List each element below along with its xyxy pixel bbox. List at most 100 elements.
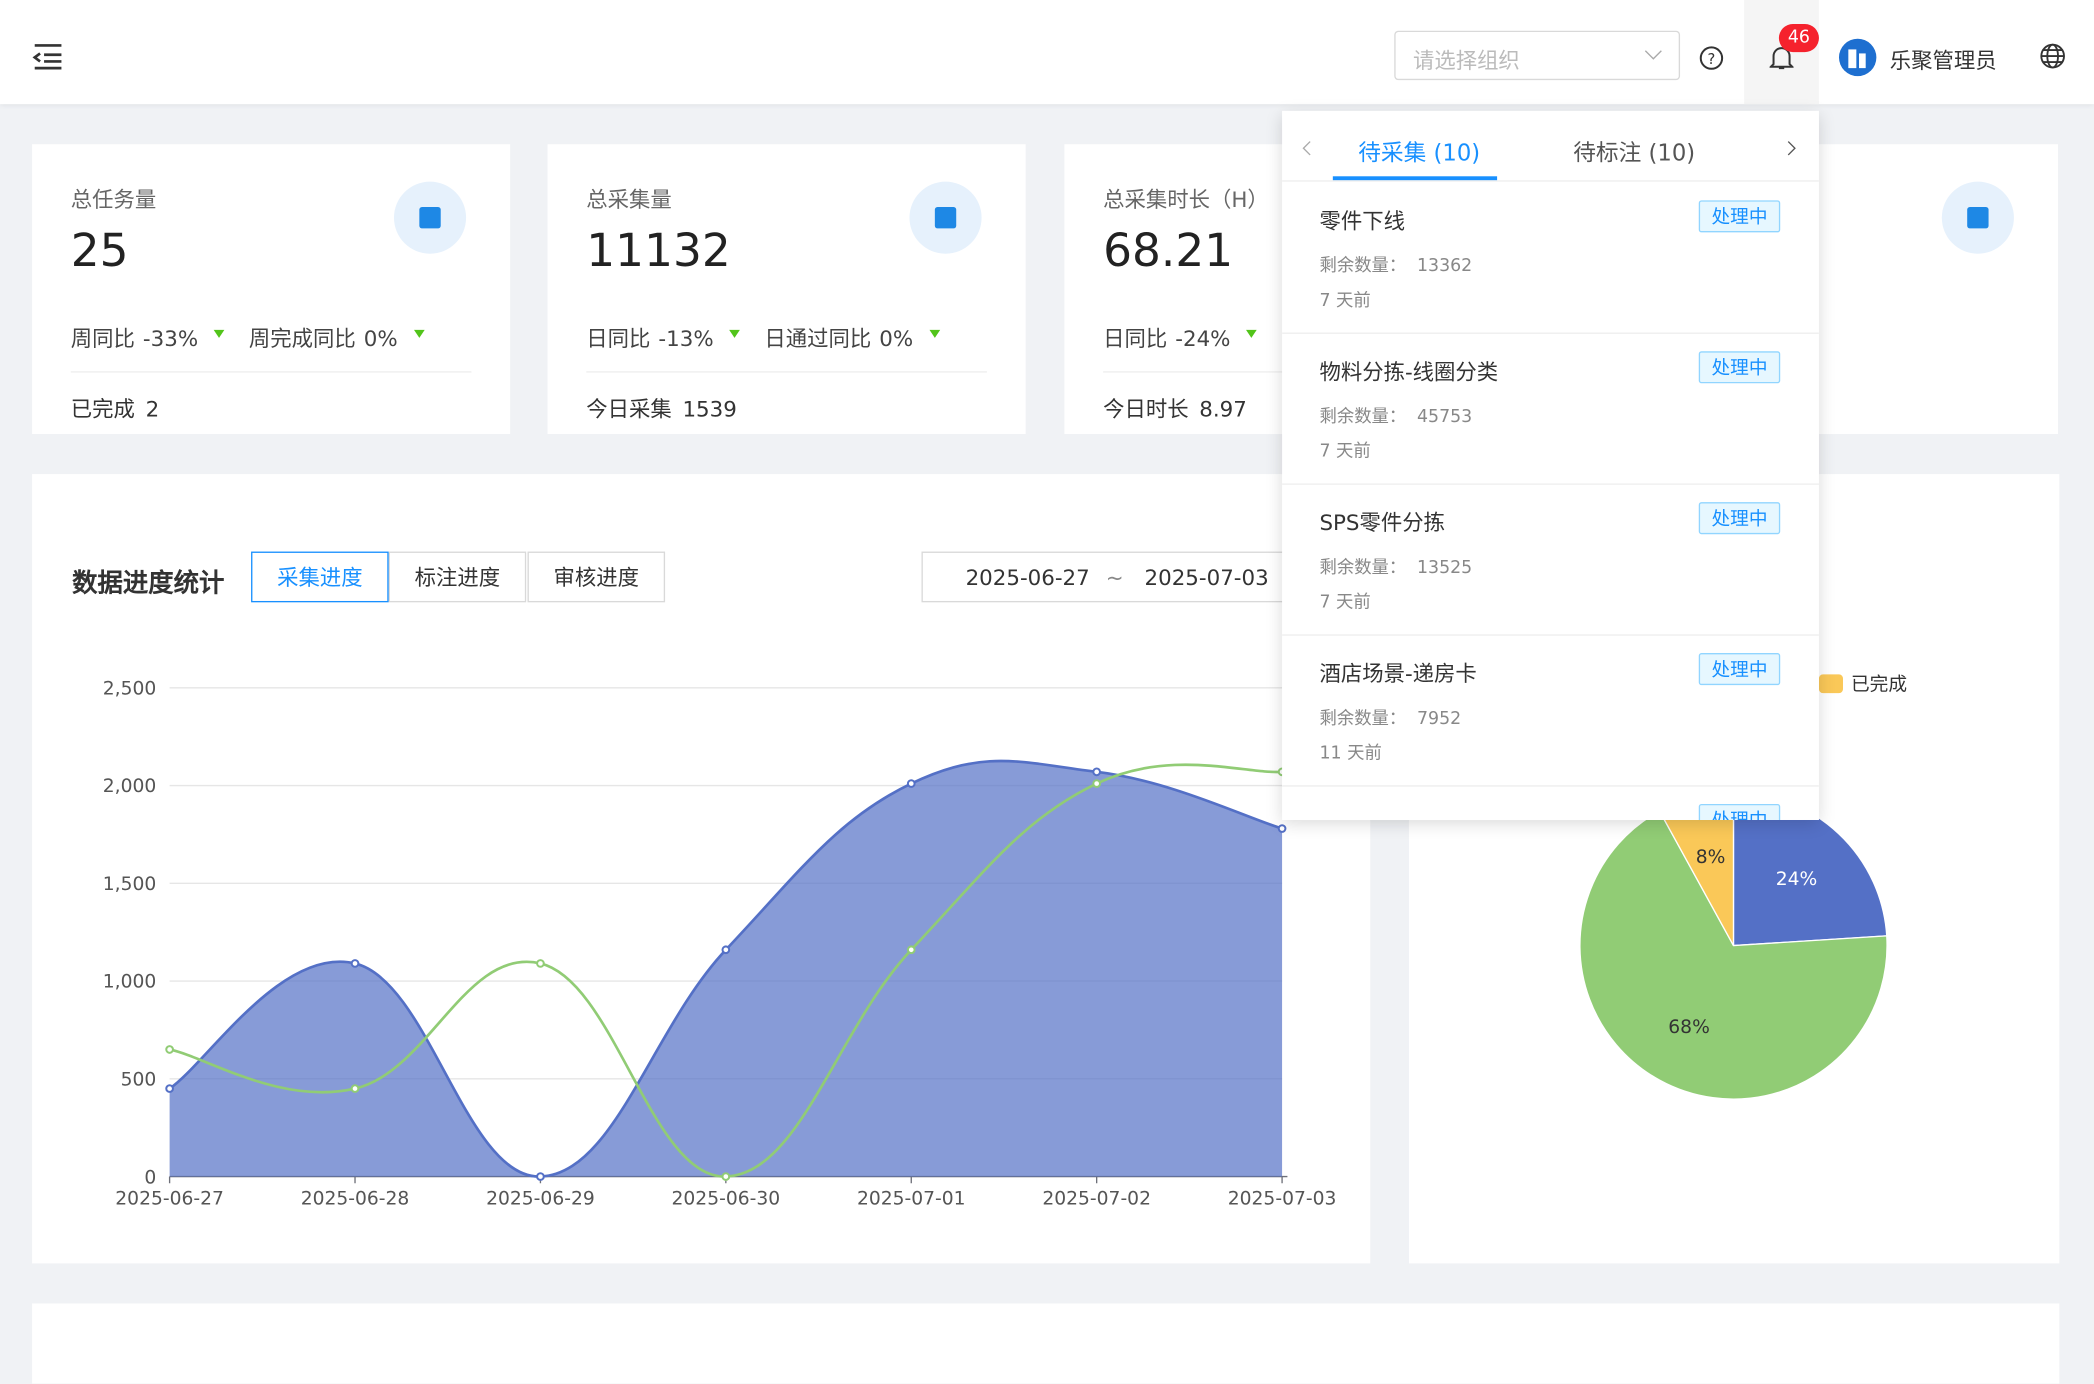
footer-value: 1539 — [682, 396, 737, 423]
x-tick-label: 2025-07-01 — [857, 1189, 966, 1210]
count-value: 13525 — [1416, 558, 1473, 579]
placeholder: 请选择组织 — [1412, 48, 1520, 74]
task-count: 剩余数量： 13525 — [1319, 553, 1472, 578]
tab[interactable]: 待采集 (10) — [1358, 140, 1481, 167]
card-footer: 今日采集 1539 — [586, 391, 737, 423]
task-item: 酒店场景-递房卡 处理中剩余数量： 7952 11 天前 — [1282, 634, 1819, 787]
stat-card: 总采集量 11132 日同比 -13% 日通过同比 0% 今日采集 1539 — [547, 144, 1026, 435]
language-icon[interactable] — [2039, 43, 2066, 70]
prev-arrow[interactable] — [1301, 140, 1314, 156]
card-value: 68.21 — [1103, 224, 1234, 278]
tab-underline — [1332, 176, 1498, 181]
task-count: 剩余数量： 13362 — [1319, 251, 1472, 276]
footer-value: 2 — [145, 396, 160, 423]
card-stats: 日同比 -24% — [1103, 321, 1281, 353]
y-tick-label: 500 — [121, 1069, 157, 1090]
slice-label: 68% — [1668, 1017, 1710, 1038]
count-value: 45753 — [1416, 407, 1473, 428]
point — [350, 959, 360, 968]
task-count: 剩余数量： 7952 — [1319, 704, 1461, 729]
status-tag: 处理中 — [1698, 200, 1781, 233]
divider — [70, 371, 472, 373]
tab-button[interactable]: 标注进度 — [388, 551, 527, 603]
menu-toggle[interactable] — [32, 41, 64, 70]
task-name: 物料分拣-线圈分类 — [1319, 359, 1499, 385]
stat-value: -24% — [1175, 325, 1231, 352]
point — [1092, 767, 1102, 777]
task-time: 11 天前 — [1319, 743, 1382, 764]
org-select[interactable]: 请选择组织 — [1394, 30, 1681, 81]
date-range[interactable]: 2025-06-27 ~ 2025-07-03 — [921, 551, 1323, 603]
point — [906, 945, 916, 955]
footer-label: 已完成 — [70, 396, 135, 423]
slice-label: 8% — [1696, 847, 1726, 868]
badge: 46 — [1778, 24, 1819, 53]
point — [906, 779, 916, 788]
trend-down — [413, 329, 425, 343]
stat-label: 日同比 — [586, 325, 651, 352]
card-title: 总采集量 — [586, 186, 672, 213]
y-tick-label: 0 — [144, 1167, 156, 1188]
task-name: 零件下线 — [1319, 208, 1405, 234]
task-item: 处理中 — [1282, 785, 1819, 820]
stat-label: 周完成同比 — [248, 325, 356, 352]
pie-slice — [1579, 810, 1888, 1100]
trend-down — [729, 329, 741, 343]
bell[interactable]: 46 — [1744, 0, 1819, 105]
stat-value: 0% — [363, 325, 398, 352]
point — [536, 959, 545, 968]
user-name[interactable]: 乐聚管理员 — [1889, 48, 1997, 74]
y-tick-label: 1,000 — [103, 972, 157, 993]
next-arrow[interactable] — [1784, 140, 1797, 156]
task-item: 物料分拣-线圈分类 处理中剩余数量： 45753 7 天前 — [1282, 333, 1819, 485]
card-title: 总采集时长（H） — [1103, 186, 1269, 213]
footer-value: 8.97 — [1199, 396, 1247, 423]
tab-button[interactable]: 审核进度 — [527, 551, 666, 603]
y-tick-label: 2,500 — [103, 678, 157, 699]
point — [721, 1172, 731, 1181]
card-value: 11132 — [586, 224, 731, 278]
card-icon — [393, 181, 467, 254]
count-label: 剩余数量： — [1319, 558, 1407, 579]
tab[interactable]: 待标注 (10) — [1573, 140, 1696, 167]
tab-button[interactable]: 采集进度 — [251, 551, 389, 603]
card-icon — [1941, 181, 2014, 254]
icon — [934, 207, 957, 229]
count-label: 剩余数量： — [1319, 709, 1407, 730]
area — [169, 760, 1283, 1177]
task-time: 7 天前 — [1319, 592, 1371, 613]
task-name: 酒店场景-递房卡 — [1319, 661, 1477, 687]
svg-text:?: ? — [1708, 51, 1716, 68]
card-stats: 日同比 -13% 日通过同比 0% — [586, 321, 964, 353]
stat-card: 总任务量 25 周同比 -33% 周完成同比 0% 已完成 2 — [32, 144, 511, 435]
task-time: 7 天前 — [1319, 442, 1371, 463]
divider — [1282, 180, 1819, 182]
point — [350, 1084, 360, 1093]
status-tag: 处理中 — [1698, 351, 1781, 384]
count-value: 13362 — [1416, 256, 1473, 277]
avatar — [1838, 38, 1877, 77]
task-item: 零件下线 处理中剩余数量： 13362 7 天前 — [1282, 182, 1819, 334]
point — [536, 1172, 545, 1181]
task-name: SPS零件分拣 — [1319, 510, 1445, 536]
status-tag: 处理中 — [1698, 653, 1781, 686]
x-tick-label: 2025-06-29 — [486, 1189, 595, 1210]
y-tick-label: 2,000 — [103, 776, 157, 797]
stat-label: 日通过同比 — [764, 325, 872, 352]
x-tick-label: 2025-07-03 — [1228, 1189, 1337, 1210]
panel-title: 数据进度统计 — [72, 568, 225, 599]
count-label: 剩余数量： — [1319, 407, 1407, 428]
icon — [1967, 207, 1989, 229]
count-value: 7952 — [1416, 709, 1462, 730]
y-tick-label: 1,500 — [103, 874, 157, 895]
notification-dropdown: 待采集 (10) 待标注 (10) 零件下线 处理中 剩余数量： 13362 7 天前物… — [1282, 110, 1819, 820]
trend-down — [1246, 329, 1258, 343]
help-icon[interactable]: ? — [1699, 45, 1724, 70]
trend-down — [214, 329, 225, 343]
task-time: 7 天前 — [1319, 291, 1371, 312]
task-item: SPS零件分拣 处理中 剩余数量： 13525 7 天前 — [1282, 483, 1819, 636]
stat-value: -33% — [142, 325, 199, 352]
